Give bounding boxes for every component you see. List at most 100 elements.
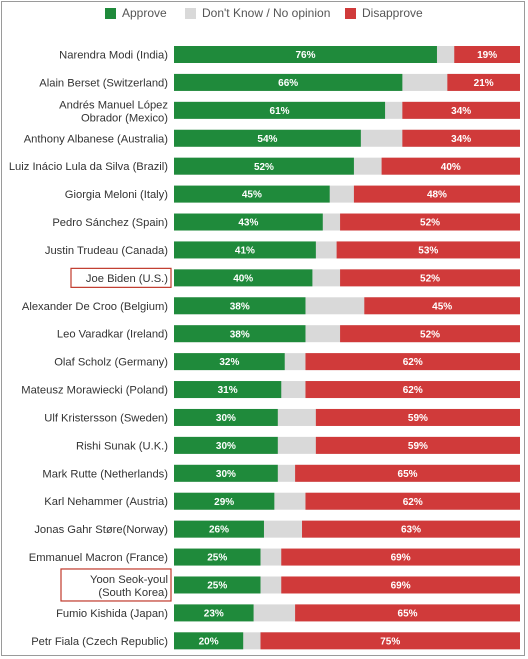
row-label: Mark Rutte (Netherlands) (42, 468, 168, 480)
bar-segment-disapprove (315, 408, 520, 426)
legend-label-approve: Approve (122, 6, 167, 20)
bar-row: Joe Biden (U.S.) 40% 52% (70, 267, 520, 288)
bar-segment-disapprove (340, 269, 520, 287)
approve-value-label: 29% (214, 497, 234, 508)
bar-row: Pedro Sánchez (Spain) 43% 52% (52, 213, 520, 231)
disapprove-value-label: 34% (451, 134, 471, 145)
bar-segment-approve (174, 464, 278, 482)
approve-value-label: 30% (216, 469, 236, 480)
disapprove-value-label: 52% (420, 329, 440, 340)
row-label: Ulf Kristersson (Sweden) (44, 412, 168, 424)
approve-value-label: 38% (230, 329, 250, 340)
disapprove-value-label: 40% (441, 162, 461, 173)
bar-row: Luiz Inácio Lula da Silva (Brazil) 52% 40% (9, 157, 520, 175)
disapprove-value-label: 75% (380, 636, 400, 647)
row-label: Yoon Seok-youl (90, 574, 168, 586)
disapprove-value-label: 59% (408, 413, 428, 424)
row-label: Fumio Kishida (Japan) (56, 608, 168, 620)
bar-row: Ulf Kristersson (Sweden) 30% 59% (44, 408, 520, 426)
legend-item-dont-know: Don't Know / No opinion (185, 6, 330, 20)
approve-value-label: 31% (218, 385, 238, 396)
bar-segment-disapprove (305, 492, 520, 510)
bar-row: Giorgia Meloni (Italy) 45% 48% (65, 185, 520, 203)
bar-segment-disapprove (364, 297, 520, 315)
row-label: Andrés Manuel López (59, 99, 168, 111)
bar-segment-disapprove (295, 604, 520, 622)
bar-segment-disapprove (281, 576, 520, 594)
disapprove-value-label: 45% (432, 301, 452, 312)
approve-value-label: 43% (238, 218, 258, 229)
row-label: Joe Biden (U.S.) (86, 273, 168, 285)
disapprove-value-label: 62% (403, 385, 423, 396)
bar-segment-approve (174, 297, 306, 315)
bar-segment-disapprove (381, 157, 520, 175)
bar-row: Narendra Modi (India) 76% 19% (59, 46, 520, 63)
legend-label-dont-know: Don't Know / No opinion (202, 6, 331, 20)
row-label: Olaf Scholz (Germany) (54, 357, 168, 369)
legend-item-approve: Approve (105, 6, 167, 20)
bar-segment-disapprove (315, 436, 520, 454)
row-label: Narendra Modi (India) (59, 50, 168, 62)
approve-value-label: 54% (257, 134, 277, 145)
approve-value-label: 20% (199, 636, 219, 647)
disapprove-value-label: 69% (391, 553, 411, 564)
disapprove-value-label: 62% (403, 357, 423, 368)
row-label: Rishi Sunak (U.K.) (76, 440, 168, 452)
disapprove-value-label: 65% (398, 609, 418, 620)
legend-swatch-approve (105, 7, 116, 19)
bar-row: Karl Nehammer (Austria) 29% 62% (44, 492, 520, 510)
bar-segment-approve (174, 73, 403, 91)
bar-segment-approve (174, 520, 264, 538)
bar-segment-disapprove (340, 213, 520, 231)
disapprove-value-label: 19% (477, 50, 497, 61)
bar-segment-disapprove (340, 325, 520, 343)
highlight-box (70, 267, 172, 288)
bar-segment-approve (174, 548, 261, 566)
row-label: Luiz Inácio Lula da Silva (Brazil) (9, 161, 168, 173)
bar-row: Jonas Gahr Støre(Norway) 26% 63% (34, 520, 520, 538)
bar-row: Petr Fiala (Czech Republic) 20% 75% (31, 632, 520, 650)
bar-segment-approve (174, 492, 275, 510)
bar-segment-approve (174, 46, 437, 63)
disapprove-value-label: 48% (427, 190, 447, 201)
disapprove-value-label: 52% (420, 273, 440, 284)
approve-value-label: 38% (230, 301, 250, 312)
highlight-box (60, 568, 172, 602)
bar-row: Olaf Scholz (Germany) 32% 62% (54, 353, 520, 371)
legend-item-disapprove: Disapprove (345, 6, 423, 20)
disapprove-value-label: 59% (408, 441, 428, 452)
row-label: Jonas Gahr Støre(Norway) (34, 524, 168, 536)
bar-segment-disapprove (281, 548, 520, 566)
row-label: Giorgia Meloni (Italy) (65, 189, 168, 201)
approve-value-label: 25% (207, 581, 227, 592)
disapprove-value-label: 53% (418, 246, 438, 257)
bar-row: Yoon Seok-youl(South Korea) 25% 69% (60, 568, 520, 602)
legend: Approve Don't Know / No opinion Disappro… (0, 6, 528, 24)
bar-segment-approve (174, 185, 330, 203)
row-label: (South Korea) (98, 587, 168, 599)
approve-value-label: 26% (209, 525, 229, 536)
row-label: Karl Nehammer (Austria) (44, 496, 168, 508)
bar-segment-disapprove (402, 129, 520, 147)
bar-row: Alexander De Croo (Belgium) 38% 45% (22, 297, 520, 315)
bar-segment-disapprove (260, 632, 520, 650)
row-label: Justin Trudeau (Canada) (45, 245, 168, 257)
approve-value-label: 41% (235, 246, 255, 257)
bar-segment-approve (174, 129, 361, 147)
approve-value-label: 40% (233, 273, 253, 284)
approve-value-label: 30% (216, 413, 236, 424)
approve-value-label: 66% (278, 78, 298, 89)
bar-row: Fumio Kishida (Japan) 23% 65% (56, 604, 520, 622)
disapprove-value-label: 63% (401, 525, 421, 536)
bar-segment-approve (174, 436, 278, 454)
approve-value-label: 23% (204, 609, 224, 620)
bar-segment-approve (174, 213, 323, 231)
approve-value-label: 25% (207, 553, 227, 564)
row-label: Leo Varadkar (Ireland) (57, 329, 168, 341)
bar-row: Justin Trudeau (Canada) 41% 53% (45, 241, 520, 259)
disapprove-value-label: 65% (398, 469, 418, 480)
bar-segment-approve (174, 101, 386, 119)
bar-segment-disapprove (305, 381, 520, 399)
disapprove-value-label: 34% (451, 106, 471, 117)
